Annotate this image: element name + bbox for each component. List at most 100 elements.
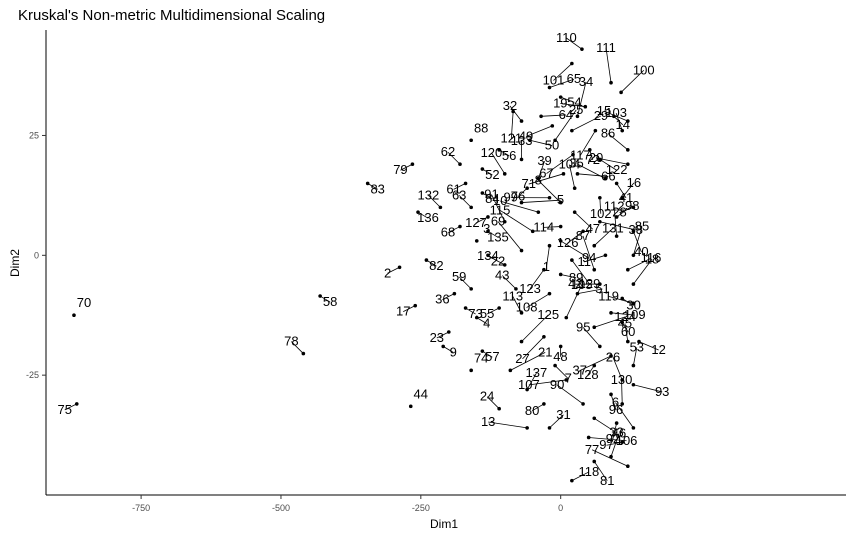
point-label: 136 [417,210,439,225]
point-label: 2 [384,265,391,280]
point-label: 15 [597,103,611,118]
point-label: 19 [553,96,567,111]
point-label: 124 [614,309,636,324]
label-leader-line [567,231,584,244]
label-leader-line [526,293,550,308]
point-label: 18 [645,251,659,266]
point-label: 83 [370,181,384,196]
data-point [564,315,569,320]
label-leader-line [571,115,602,132]
point-label: 88 [474,120,488,135]
label-leader-line [64,403,77,411]
data-point [408,404,413,409]
label-leader-line [436,331,449,339]
label-leader-line [556,384,584,405]
point-label: 103 [605,105,627,120]
point-label: 41 [619,190,633,205]
data-point [474,239,479,243]
point-label: 100 [633,62,655,77]
label-leader-line [633,226,643,256]
point-label: 39 [537,153,551,168]
point-label: 76 [511,189,525,204]
point-label: 106 [616,433,638,448]
label-leader-line [608,296,634,304]
point-label: 101 [543,72,565,87]
label-leader-line [487,230,499,238]
point-label: 56 [502,148,516,163]
point-label: 97 [599,437,613,452]
point-label: 46 [612,426,626,441]
point-label: 120 [481,145,503,160]
point-label: 37 [573,363,587,378]
point-label: 4 [483,316,490,331]
label-leader-line [403,305,416,313]
label-leader-line [624,323,629,342]
label-leader-line [638,341,659,351]
label-leader-line [476,317,487,324]
label-leader-line [501,275,517,290]
point-label: 132 [418,187,440,202]
label-leader-line [546,154,574,174]
label-leader-line [569,164,576,189]
label-leader-line [621,182,635,199]
label-leader-line [488,421,528,429]
point-label: 9 [450,344,457,359]
point-label: 116 [641,250,662,265]
label-leader-line [616,205,633,218]
label-leader-line [528,379,567,386]
point-label: 16 [627,175,641,190]
point-label: 107 [518,377,540,392]
point-label: 73 [468,306,482,321]
point-label: 62 [441,144,455,159]
label-leader-line [458,195,472,208]
label-leader-line [522,336,545,360]
label-leader-line [510,111,514,139]
point-label: 131 [602,220,624,235]
point-label: 90 [550,377,564,392]
label-leader-line [426,259,437,267]
point-label: 135 [487,229,509,244]
data-point [519,311,524,315]
label-leader-line [605,47,612,83]
point-label: 126 [557,235,579,250]
label-leader-line [599,221,636,231]
label-leader-line [594,316,626,328]
label-leader-line [613,206,618,237]
point-label: 58 [323,294,337,309]
point-label: 105 [571,277,593,292]
label-leader-line [475,216,489,224]
data-point [620,402,625,406]
label-leader-line [529,139,553,146]
label-leader-line [543,226,561,228]
label-leader-line [582,235,595,270]
label-leader-line [367,183,378,190]
label-leader-line [574,211,594,230]
point-label: 69 [491,214,505,229]
point-label: 52 [485,167,499,182]
label-leader-line [560,240,590,259]
label-leader-line [531,403,545,412]
label-leader-line [589,149,594,161]
label-leader-line [582,327,601,347]
point-label: 71 [522,176,536,191]
point-label: 112 [604,199,625,214]
label-leader-line [465,307,476,315]
point-label: 63 [452,187,466,202]
point-label: 48 [553,349,567,364]
point-label: 109 [624,307,646,322]
label-leader-line [591,449,628,467]
label-leader-line [627,257,652,271]
label-leader-line [612,423,618,439]
point-label: 70 [77,295,91,310]
label-leader-line [491,194,506,222]
point-label: 113 [502,288,523,303]
label-leader-line [565,284,583,318]
point-label: 89 [569,270,583,285]
label-leader-line [510,352,546,371]
point-label: 91 [484,186,498,201]
point-label: 85 [635,219,649,234]
label-leader-line [603,110,628,122]
data-point [626,339,630,344]
label-leader-line [594,417,617,434]
